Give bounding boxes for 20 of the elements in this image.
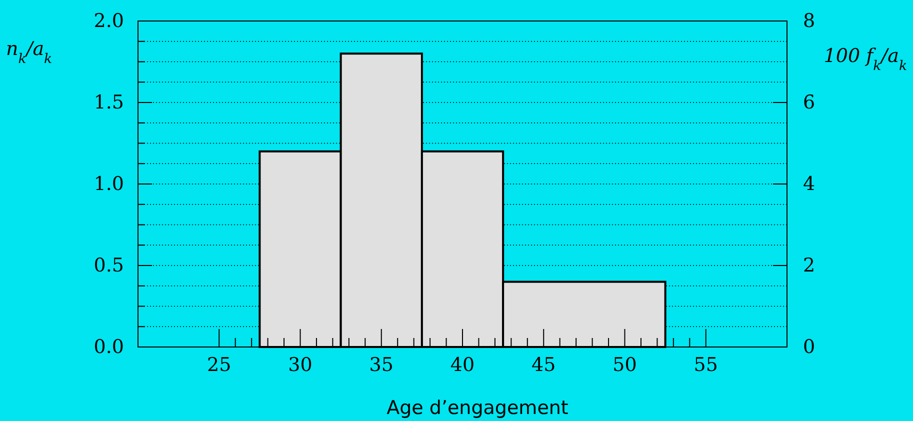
x-tick-label: 25: [207, 354, 232, 376]
x-tick-label: 50: [612, 354, 637, 376]
y-tick-label: 2.0: [94, 10, 124, 32]
y-tick-label: 0.5: [94, 254, 124, 277]
y2-tick-label: 4: [803, 173, 816, 196]
y2-tick-label: 8: [803, 10, 816, 32]
y-tick-label: 1.5: [94, 92, 124, 114]
x-tick-label: 55: [694, 354, 718, 376]
y-tick-label: 0.0: [94, 336, 124, 358]
x-tick-label: 35: [369, 354, 394, 376]
y2-axis-title: 100 f$_{k}$/a$_{k}$: [824, 45, 907, 74]
x-tick-label: 40: [450, 354, 475, 376]
y-tick-label: 1.0: [94, 173, 124, 196]
x-axis-title: Age d’engagement: [386, 397, 568, 419]
y2-tick-label: 2: [803, 254, 816, 277]
x-tick-label: 30: [288, 354, 312, 376]
x-tick-label: 45: [532, 354, 556, 376]
y-axis-title: n$_{k}$/a$_{k}$: [6, 38, 52, 66]
y2-tick-label: 0: [803, 336, 816, 358]
y2-tick-label: 6: [803, 92, 816, 114]
